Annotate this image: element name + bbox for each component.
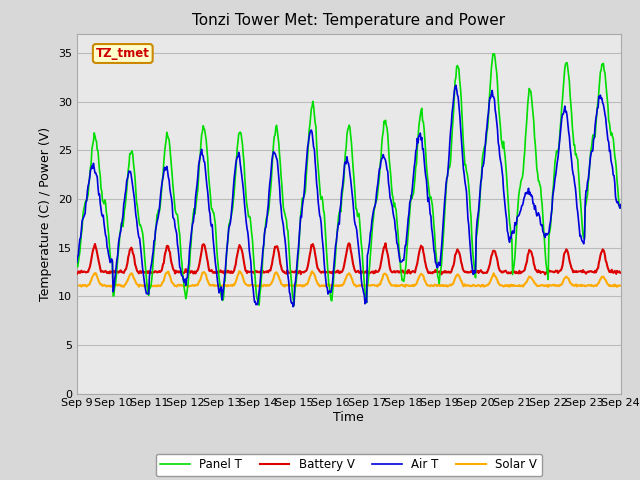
Solar V xyxy=(545,284,552,290)
Air T xyxy=(431,259,439,265)
Panel T xyxy=(83,198,90,204)
Battery V xyxy=(381,240,389,246)
Air T xyxy=(416,133,424,139)
Title: Tonzi Tower Met: Temperature and Power: Tonzi Tower Met: Temperature and Power xyxy=(192,13,506,28)
Solar V xyxy=(73,282,81,288)
Battery V xyxy=(617,270,625,276)
Air T xyxy=(617,202,625,207)
Battery V xyxy=(194,267,202,273)
Solar V xyxy=(139,283,147,288)
Legend: Panel T, Battery V, Air T, Solar V: Panel T, Battery V, Air T, Solar V xyxy=(156,454,542,476)
Panel T xyxy=(194,187,202,192)
Line: Air T: Air T xyxy=(77,85,621,307)
Battery V xyxy=(83,269,90,275)
Text: TZ_tmet: TZ_tmet xyxy=(96,47,150,60)
Battery V xyxy=(73,271,81,277)
Solar V xyxy=(223,283,230,289)
Battery V xyxy=(541,272,549,277)
Solar V xyxy=(236,268,243,274)
Panel T xyxy=(416,118,424,124)
Air T xyxy=(73,260,81,265)
Battery V xyxy=(431,267,439,273)
Air T xyxy=(194,173,202,179)
Air T xyxy=(289,304,297,310)
Panel T xyxy=(617,203,625,209)
Line: Battery V: Battery V xyxy=(77,243,621,275)
Battery V xyxy=(139,268,147,274)
Panel T xyxy=(139,230,147,236)
X-axis label: Time: Time xyxy=(333,411,364,424)
Panel T xyxy=(431,246,439,252)
Solar V xyxy=(617,283,625,288)
Panel T xyxy=(491,51,499,57)
Solar V xyxy=(416,273,424,279)
Panel T xyxy=(290,303,298,309)
Solar V xyxy=(431,282,439,288)
Air T xyxy=(83,197,90,203)
Panel T xyxy=(73,261,81,267)
Panel T xyxy=(223,251,230,257)
Solar V xyxy=(83,284,90,289)
Line: Solar V: Solar V xyxy=(77,271,621,287)
Y-axis label: Temperature (C) / Power (V): Temperature (C) / Power (V) xyxy=(39,127,52,300)
Air T xyxy=(223,250,230,255)
Line: Panel T: Panel T xyxy=(77,54,621,306)
Air T xyxy=(139,266,147,272)
Battery V xyxy=(223,269,230,275)
Solar V xyxy=(194,282,202,288)
Battery V xyxy=(416,248,424,253)
Air T xyxy=(452,83,460,88)
